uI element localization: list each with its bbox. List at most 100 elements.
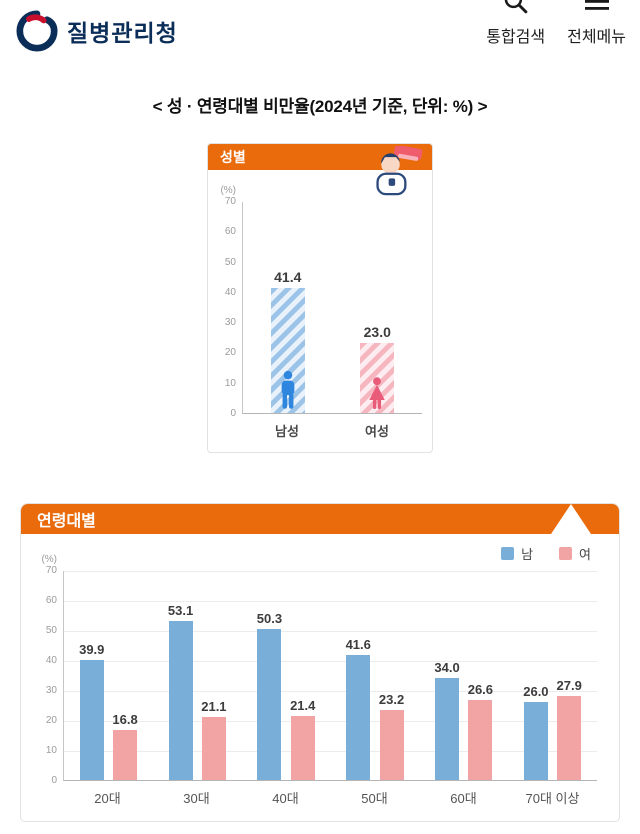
menu-button[interactable]: 전체메뉴	[567, 0, 626, 47]
age-bar-group: 53.1 21.1	[153, 603, 242, 780]
legend-swatch-female	[559, 547, 573, 560]
age-bar-value: 41.6	[345, 637, 371, 653]
header-notch-triangle	[551, 504, 591, 534]
legend-swatch-male	[501, 547, 515, 560]
gridline	[64, 661, 597, 662]
age-bar-group: 41.6 23.2	[330, 637, 419, 780]
kdca-emblem-icon	[16, 10, 58, 52]
age-bar-wrap: 23.2	[379, 692, 404, 780]
header-tools: 통합검색 전체메뉴	[486, 0, 626, 47]
y-axis-tick-label: 0	[51, 775, 57, 786]
age-bar-value: 23.2	[378, 692, 405, 708]
age-bar-groups: 39.9 16.8 53.1 21.1 50.3 21.4 41.6 23.2 34.0 26.6…	[64, 571, 597, 780]
gridline	[64, 751, 597, 752]
gender-plot-column: 41.4 23.0 남성 여성	[242, 202, 422, 440]
age-y-axis: (%) 0 10 20 30 40 50 60 70	[33, 554, 63, 786]
female-bar	[360, 343, 395, 413]
age-bar-group: 34.0 26.6	[419, 660, 508, 780]
age-card-header: 연령대별	[21, 504, 619, 534]
page-title: < 성 · 연령대별 비만율(2024년 기준, 단위: %) >	[152, 97, 488, 116]
age-x-label: 20대	[94, 791, 121, 806]
age-bar-여	[379, 710, 404, 780]
hamburger-menu-icon	[583, 0, 611, 18]
y-axis-tick-label: 40	[45, 655, 57, 666]
age-bar-value: 21.1	[201, 698, 227, 714]
y-axis-unit: (%)	[220, 185, 236, 196]
age-bar-여	[468, 700, 493, 780]
age-bar-value: 39.9	[79, 642, 105, 658]
age-plot-column: 39.9 16.8 53.1 21.1 50.3 21.4 41.6 23.2 34.0 26.6…	[63, 571, 597, 807]
age-bar-wrap: 26.6	[468, 682, 493, 780]
age-bar-남	[523, 702, 548, 780]
age-x-label: 60대	[450, 791, 477, 806]
y-axis-tick-label: 50	[45, 625, 57, 636]
gender-bar-groups: 41.4 23.0	[243, 202, 422, 413]
gridline	[64, 691, 597, 692]
age-card-title: 연령대별	[37, 513, 96, 530]
kdca-logo[interactable]: 질병관리청	[16, 10, 624, 52]
age-bar-value: 53.1	[167, 602, 194, 618]
age-bar-wrap: 41.6	[346, 637, 371, 780]
legend-label-male: 남	[521, 547, 534, 562]
gender-x-label-male: 남성	[275, 424, 299, 439]
age-bar-value: 16.8	[112, 711, 138, 727]
menu-label: 전체메뉴	[567, 29, 626, 46]
gender-bar-group: 41.4	[243, 269, 333, 413]
kdca-logo-text: 질병관리청	[67, 20, 178, 46]
age-chart: (%) 0 10 20 30 40 50 60 70 39.9 16.8 53.1 21.1 50.3 2…	[21, 554, 619, 807]
age-bar-wrap: 53.1	[168, 603, 193, 780]
y-axis-tick-label: 40	[224, 286, 236, 298]
age-bar-남	[435, 678, 460, 780]
age-plot-area: 39.9 16.8 53.1 21.1 50.3 21.4 41.6 23.2 34.0 26.6…	[63, 571, 597, 781]
search-button[interactable]: 통합검색	[486, 0, 545, 47]
gender-y-axis: (%) 0 10 20 30 40 50 60 70	[212, 185, 242, 419]
age-bar-여	[557, 696, 582, 780]
age-bar-남	[168, 620, 193, 780]
y-axis-tick-label: 30	[45, 685, 57, 696]
age-bar-wrap: 27.9	[557, 678, 582, 780]
age-bar-value: 27.9	[556, 678, 582, 694]
y-axis-tick-label: 70	[45, 565, 57, 576]
gender-chart: (%) 0 10 20 30 40 50 60 70 41.4 23.0 남성 여성	[208, 170, 432, 440]
gridline	[64, 571, 597, 572]
age-bar-남	[257, 629, 282, 780]
age-bar-wrap: 39.9	[79, 642, 104, 780]
y-axis-tick-label: 20	[45, 715, 57, 726]
gridline	[64, 721, 597, 722]
y-axis-tick-label: 60	[45, 595, 57, 606]
age-chart-card: 연령대별 남 여 (%) 0 10 20 30 40 50 60 70 39.9 16.8 53.1…	[20, 503, 620, 822]
age-bar-wrap: 21.1	[201, 698, 227, 780]
age-x-label: 50대	[361, 791, 388, 806]
age-bar-value: 50.3	[256, 611, 283, 627]
y-axis-tick-label: 20	[224, 347, 236, 359]
age-bar-group: 50.3 21.4	[242, 611, 331, 780]
age-bar-남	[346, 655, 371, 780]
age-x-label: 40대	[272, 791, 299, 806]
age-bar-wrap: 21.4	[290, 698, 315, 780]
gender-x-label-female: 여성	[365, 424, 389, 439]
mascot-illustration	[366, 145, 428, 201]
gender-x-labels: 남성 여성	[242, 414, 422, 440]
y-axis-tick-label: 10	[224, 377, 236, 389]
gender-card-title: 성별	[220, 149, 246, 165]
age-bar-value: 34.0	[434, 660, 460, 675]
legend-item-female: 여	[559, 544, 591, 563]
age-bar-wrap: 16.8	[112, 711, 138, 780]
chart-legend: 남 여	[21, 544, 591, 563]
age-x-label: 30대	[183, 791, 210, 806]
gender-bar-group: 23.0	[333, 324, 423, 413]
age-bar-group: 39.9 16.8	[64, 642, 153, 780]
age-bar-wrap: 34.0	[434, 660, 460, 780]
gender-bar-wrap-female: 23.0	[360, 324, 395, 413]
age-bar-남	[79, 660, 104, 780]
y-axis-tick-label: 70	[224, 196, 236, 207]
age-bar-여	[201, 716, 226, 780]
y-axis-tick-label: 60	[224, 226, 236, 238]
male-bar	[270, 287, 305, 413]
male-person-icon	[279, 370, 296, 410]
gender-bar-wrap-male: 41.4	[270, 269, 305, 413]
y-axis-tick-label: 30	[224, 317, 236, 329]
y-axis-tick-label: 50	[224, 256, 236, 268]
gridline	[64, 601, 597, 602]
site-header: 질병관리청 통합검색 전체메뉴	[0, 0, 640, 66]
